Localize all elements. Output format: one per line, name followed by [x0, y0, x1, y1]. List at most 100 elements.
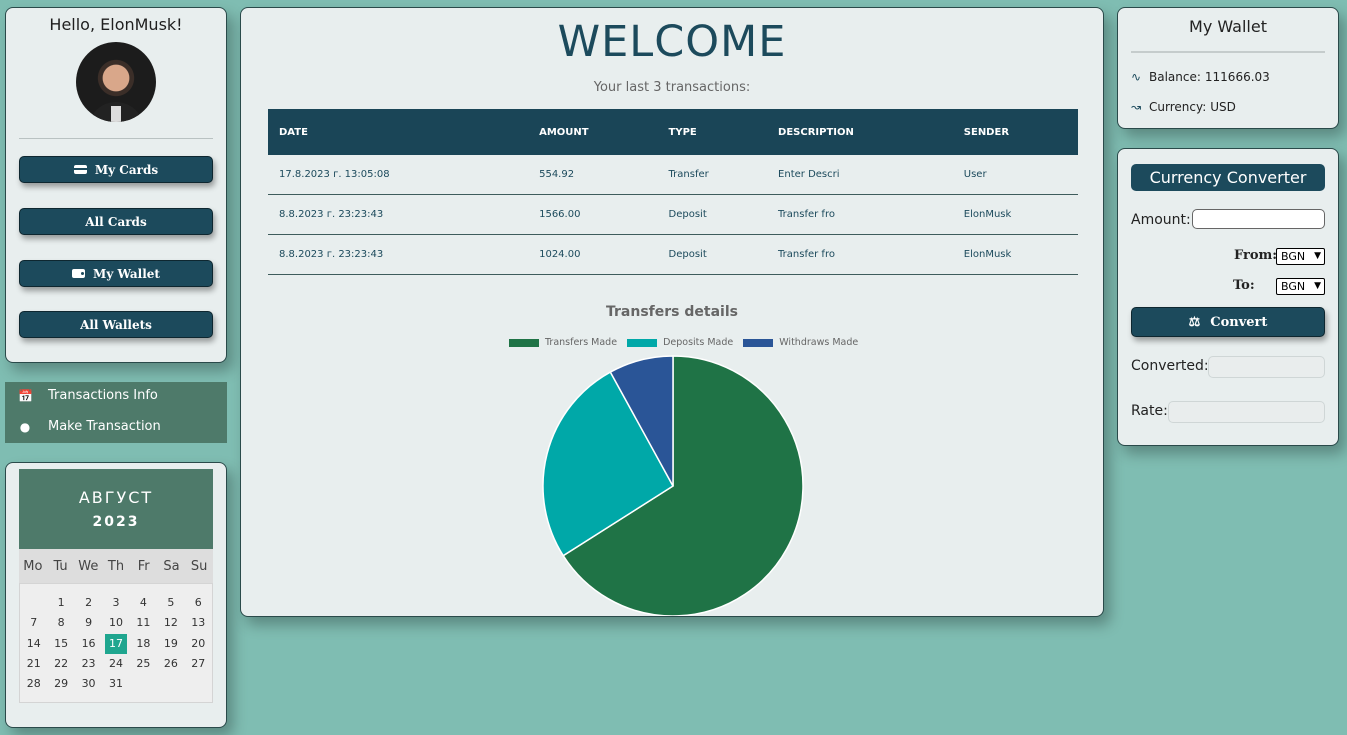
rate-field[interactable] — [1168, 401, 1325, 423]
pie-slice-deposits-made[interactable] — [542, 371, 674, 557]
to-currency-value: BGN — [1281, 280, 1306, 293]
calendar-day[interactable]: 9 — [85, 616, 93, 630]
column-header: TYPE — [657, 109, 768, 155]
calendar-day[interactable]: 2 — [85, 596, 93, 609]
calendar-day[interactable]: 3 — [112, 596, 120, 609]
calendar-day[interactable]: 12 — [163, 616, 178, 630]
calendar-day-today[interactable]: 17 — [105, 633, 127, 654]
pie-slice-transfers-made[interactable] — [562, 355, 804, 616]
calendar-year: 2023 — [92, 514, 140, 530]
all-cards-button[interactable]: All Cards — [19, 208, 213, 235]
table-row: 17.8.2023 г. 13:05:08 554.92 Transfer En… — [268, 155, 1078, 195]
table-cell: User — [952, 155, 1078, 195]
calendar-day[interactable]: 8 — [57, 616, 65, 630]
converted-field[interactable] — [1208, 356, 1325, 378]
nav-item-transactions-info[interactable]: 📅 Transactions Info — [18, 388, 158, 403]
all-cards-label: All Cards — [85, 214, 147, 229]
calendar-day[interactable]: 22 — [54, 656, 69, 670]
divider — [1131, 51, 1325, 53]
from-currency-select[interactable]: BGN ▼ — [1276, 248, 1325, 265]
calendar-day[interactable]: 26 — [163, 656, 178, 670]
chart-title: Transfers details — [606, 304, 738, 320]
calendar-day[interactable]: 6 — [194, 596, 202, 609]
all-wallets-button[interactable]: All Wallets — [19, 311, 213, 338]
calendar-days: 1 2 3 4 5 6 7 8 9 10 11 12 13 14 15 16 17 18 19 20 21 22 23 24 2… — [19, 583, 213, 703]
legend-item[interactable]: Withdraws Made — [743, 337, 858, 348]
table-cell: 1566.00 — [528, 194, 658, 235]
calendar-day[interactable]: 15 — [54, 636, 69, 650]
avatar — [76, 42, 156, 122]
weekday-label: Th — [107, 558, 125, 574]
calendar-day[interactable]: 4 — [139, 596, 147, 609]
calendar-day[interactable]: 24 — [108, 656, 123, 670]
calendar-day[interactable]: 7 — [30, 616, 38, 630]
legend-label: Transfers Made — [545, 337, 618, 348]
calendar-day[interactable]: 29 — [54, 677, 69, 691]
profile-panel: Hello, ElonMusk! My Cards All Cards My W… — [5, 7, 227, 363]
legend-swatch — [509, 338, 539, 347]
legend-label: Withdraws Made — [779, 337, 859, 348]
calendar-day[interactable]: 27 — [191, 656, 206, 670]
table-row: 8.8.2023 г. 23:23:43 1566.00 Deposit Tra… — [268, 194, 1078, 235]
amount-input[interactable] — [1192, 209, 1325, 229]
calendar-day[interactable]: 13 — [191, 616, 206, 630]
main-panel: WELCOME Your last 3 transactions: DATE A… — [240, 7, 1104, 617]
rate-label: Rate: — [1131, 403, 1168, 419]
calendar-day[interactable]: 16 — [81, 636, 96, 650]
balance-value: 111666.03 — [1204, 70, 1270, 84]
calendar-day[interactable]: 5 — [167, 596, 175, 609]
calendar-blank — [20, 593, 47, 613]
page-subtitle: Your last 3 transactions: — [593, 80, 751, 95]
my-wallet-label: My Wallet — [93, 266, 160, 281]
calendar-day[interactable]: 18 — [136, 636, 151, 650]
legend-item[interactable]: Deposits Made — [627, 337, 733, 348]
converter-title: Currency Converter — [1131, 164, 1325, 191]
balance-row: ∿ Balance: 111666.03 — [1131, 70, 1270, 84]
calendar-header: АВГУСТ 2023 — [19, 469, 213, 549]
currency-converter-panel: Currency Converter Amount: From: BGN ▼ T… — [1117, 148, 1339, 446]
calendar-day[interactable]: 31 — [108, 677, 123, 691]
calendar-day[interactable]: 10 — [108, 616, 123, 630]
nav-item-label: Transactions Info — [48, 388, 158, 403]
my-wallet-button[interactable]: My Wallet — [19, 260, 213, 287]
table-cell: Transfer fro — [767, 234, 953, 275]
calendar-day[interactable]: 28 — [26, 677, 41, 691]
page-title: WELCOME — [557, 17, 787, 67]
pie-chart — [542, 355, 804, 616]
table-cell: 1024.00 — [528, 234, 658, 275]
column-header: AMOUNT — [528, 109, 658, 155]
calendar-day[interactable]: 1 — [57, 596, 65, 609]
legend-item[interactable]: Transfers Made — [509, 337, 617, 348]
calendar-day[interactable]: 25 — [136, 656, 151, 670]
convert-button[interactable]: ⚖ Convert — [1131, 307, 1325, 337]
calendar-day[interactable]: 14 — [26, 636, 41, 650]
calendar-day[interactable]: 30 — [81, 677, 96, 691]
weekday-label: Sa — [163, 558, 180, 574]
weekday-label: We — [78, 558, 99, 574]
credit-card-icon — [73, 165, 87, 174]
chart-legend: Transfers Made Deposits Made Withdraws M… — [509, 337, 858, 348]
table-cell: 8.8.2023 г. 23:23:43 — [268, 194, 529, 235]
table-cell: 17.8.2023 г. 13:05:08 — [268, 155, 529, 195]
pie-slice-withdraws-made[interactable] — [609, 355, 674, 487]
nav-menu: 📅 Transactions Info ● Make Transaction — [5, 382, 227, 443]
convert-label: Convert — [1210, 314, 1268, 330]
currency-row: ↝ Currency: USD — [1131, 100, 1236, 114]
my-cards-button[interactable]: My Cards — [19, 156, 213, 183]
table-cell: Deposit — [657, 194, 768, 235]
calendar-day[interactable]: 21 — [26, 656, 41, 670]
nav-item-make-transaction[interactable]: ● Make Transaction — [18, 419, 161, 434]
to-label: To: — [1233, 278, 1255, 293]
table-cell: Deposit — [657, 234, 768, 275]
calendar-day[interactable]: 11 — [136, 616, 151, 630]
wallet-panel: My Wallet ∿ Balance: 111666.03 ↝ Currenc… — [1117, 7, 1339, 129]
calendar-day[interactable]: 19 — [163, 636, 178, 650]
calendar-day[interactable]: 23 — [81, 656, 96, 670]
table-header-row: DATE AMOUNT TYPE DESCRIPTION SENDER — [268, 109, 1078, 155]
transactions-table: DATE AMOUNT TYPE DESCRIPTION SENDER 17.8… — [268, 109, 1078, 275]
wallet-icon — [72, 269, 86, 278]
to-currency-select[interactable]: BGN ▼ — [1276, 278, 1325, 295]
converted-label: Converted: — [1131, 358, 1209, 374]
from-currency-value: BGN — [1281, 250, 1306, 263]
calendar-day[interactable]: 20 — [191, 636, 206, 650]
